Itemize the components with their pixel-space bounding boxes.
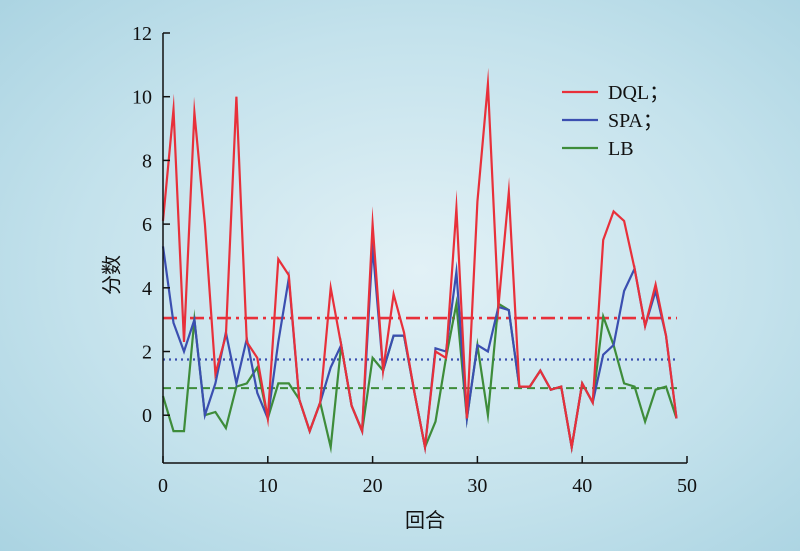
mean-lines	[163, 316, 677, 390]
x-tick-label: 20	[363, 475, 383, 497]
legend-label-3: LB	[608, 138, 634, 160]
axes: 0 2 4 6 8 10 12 0 10 20 30 40 50 回合 分数	[100, 23, 698, 532]
y-tick-label: 10	[132, 87, 152, 109]
y-tick-label: 8	[142, 150, 152, 172]
legend-label-2: SPA；	[608, 110, 663, 132]
x-axis-title: 回合	[405, 508, 445, 532]
y-tick-label: 0	[142, 405, 152, 427]
series-line-1	[161, 67, 678, 455]
y-tick-label: 6	[142, 214, 152, 236]
x-tick-label: 0	[158, 475, 168, 497]
x-tick-label: 50	[677, 475, 697, 497]
legend: DQL； SPA； LB	[562, 82, 669, 160]
x-tick-label: 10	[258, 475, 278, 497]
y-tick-label: 2	[142, 342, 152, 364]
x-tick-label: 30	[467, 475, 487, 497]
y-tick-label: 12	[132, 23, 152, 45]
x-tick-label: 40	[572, 475, 592, 497]
series-lines	[161, 67, 678, 455]
y-tick-label: 4	[142, 278, 152, 300]
legend-label-1: DQL；	[608, 82, 669, 104]
y-axis-title: 分数	[100, 255, 124, 295]
